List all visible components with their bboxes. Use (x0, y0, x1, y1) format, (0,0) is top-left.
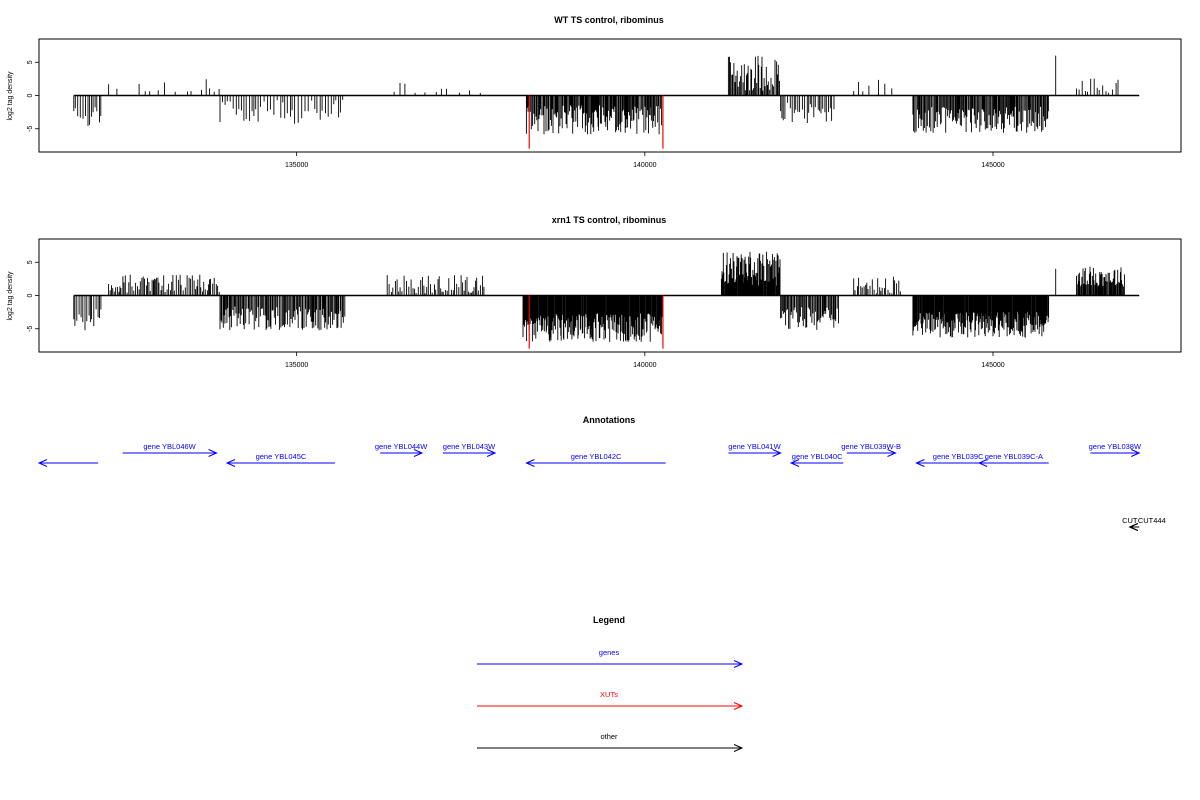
gene-arrow (846, 449, 897, 457)
density-bars (73, 55, 1119, 135)
legend-label: other (600, 732, 618, 741)
gene-label: gene YBL040C (792, 452, 843, 461)
gene-label: gene YBL042C (571, 452, 622, 461)
gene-arrow (977, 459, 1049, 467)
legend-title: Legend (593, 615, 625, 625)
gene-label: gene YBL041W (728, 442, 781, 451)
legend-arrow (477, 660, 744, 668)
legend: Legend genes XUTs other (477, 615, 744, 752)
x-tick-label: 135000 (285, 162, 308, 169)
y-tick-label: 0 (27, 93, 34, 97)
gene-arrow (525, 459, 666, 467)
y-tick-label: -5 (27, 326, 34, 332)
legend-label: genes (599, 648, 620, 657)
x-tick-label: 140000 (633, 362, 656, 369)
panel-xrn1-xut-markers (528, 295, 664, 349)
x-tick-label: 135000 (285, 362, 308, 369)
legend-label: XUTs (600, 690, 618, 699)
gene-arrow (728, 449, 782, 457)
panel-wt-bars (73, 55, 1119, 135)
gene-label: gene YBL038W (1089, 442, 1142, 451)
gene-arrow (37, 459, 99, 467)
other-arrow (1128, 523, 1140, 531)
y-tick-label: 5 (27, 260, 34, 264)
panel-wt: WT TS control, ribominus log2 tag densit… (7, 15, 1182, 169)
gene-arrow (122, 449, 218, 457)
panel-wt-ylabel: log2 tag density (7, 71, 14, 121)
gene-label: gene YBL039W-B (841, 442, 901, 451)
other-label: CUT (1122, 516, 1138, 525)
x-tick-label: 140000 (633, 162, 656, 169)
gene-label: gene YBL044W (375, 442, 428, 451)
y-tick-label: 5 (27, 60, 34, 64)
panel-wt-title: WT TS control, ribominus (554, 15, 664, 25)
panel-wt-x-axis: 135000 140000 145000 (285, 152, 1005, 169)
panel-xrn1-ylabel: log2 tag density (7, 271, 14, 321)
gene-arrow (380, 449, 424, 457)
panel-xrn1-title: xrn1 TS control, ribominus (552, 215, 667, 225)
gene-arrows: gene YBL046W gene YBL045C gene YBL044W gene… (37, 442, 1142, 467)
gene-arrow (442, 449, 497, 457)
y-tick-label: 0 (27, 293, 34, 297)
gene-label: gene YBL039C (933, 452, 984, 461)
panel-xrn1-bars (73, 251, 1125, 342)
gene-label: gene YBL046W (143, 442, 196, 451)
gene-label: gene YBL039C-A (985, 452, 1043, 461)
other-label: CUT444 (1138, 516, 1166, 525)
panel-xrn1-y-axis: 5 0 -5 (27, 260, 39, 332)
x-tick-label: 145000 (981, 362, 1004, 369)
gene-arrow (225, 459, 335, 467)
panel-xrn1-x-axis: 135000 140000 145000 (285, 352, 1005, 369)
density-bars (73, 251, 1125, 342)
legend-arrow (477, 702, 744, 710)
gene-arrow (1090, 449, 1141, 457)
gene-arrow (789, 459, 844, 467)
gene-label: gene YBL045C (256, 452, 307, 461)
panel-wt-xut-markers (528, 95, 664, 149)
legend-items: genes XUTs other (477, 648, 744, 752)
panel-wt-y-axis: 5 0 -5 (27, 60, 39, 132)
other-arrows: CUT CUT444 (1122, 516, 1166, 531)
x-tick-label: 145000 (981, 162, 1004, 169)
annotations-title: Annotations (583, 415, 636, 425)
legend-arrow (477, 744, 744, 752)
gene-label: gene YBL043W (443, 442, 496, 451)
y-tick-label: -5 (27, 126, 34, 132)
panel-xrn1: xrn1 TS control, ribominus log2 tag dens… (7, 215, 1182, 369)
